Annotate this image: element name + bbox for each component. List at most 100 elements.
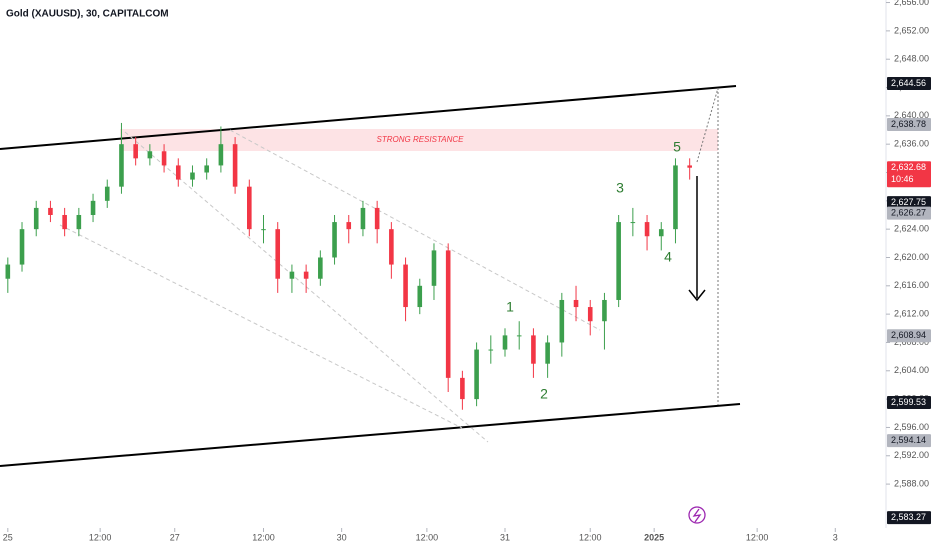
y-tick-label: 2,648.00 <box>894 54 929 64</box>
y-tick-label: 2,636.00 <box>894 139 929 149</box>
price-badge-label: 2,583.27 <box>891 512 926 522</box>
alert-icon-bolt <box>692 508 702 523</box>
resistance-label: STRONG RESISTANCE <box>377 135 465 144</box>
candle-body <box>502 335 508 350</box>
price-badge <box>887 117 931 131</box>
candle-body <box>147 151 153 159</box>
price-badge-label: 2,599.53 <box>891 397 926 407</box>
candle-body <box>33 207 39 230</box>
candle-body <box>318 257 323 279</box>
x-tick-label: 30 <box>337 532 347 542</box>
candle-body <box>374 207 380 230</box>
candle-body <box>19 229 25 265</box>
candle-body <box>687 165 692 168</box>
price-badge <box>887 329 931 343</box>
candle-body <box>516 335 522 337</box>
candle-body <box>389 229 394 265</box>
x-tick-label: 31 <box>500 532 510 542</box>
candle-body <box>630 222 636 224</box>
candle-body <box>531 335 536 364</box>
candle-body <box>559 299 565 343</box>
candle-body <box>261 229 266 231</box>
candle-body <box>346 222 352 230</box>
y-tick-label: 2,592.00 <box>894 450 929 460</box>
x-tick-label: 12:00 <box>252 532 275 542</box>
price-badge <box>887 206 931 220</box>
candle-body <box>303 271 309 279</box>
candle-body <box>644 222 650 237</box>
x-tick-label: 2025 <box>644 532 664 542</box>
price-badge-countdown: 10:46 <box>891 174 914 184</box>
price-badge-label: 2,632.68 <box>891 162 926 172</box>
arrow-head <box>688 289 706 302</box>
candle-body <box>232 144 238 187</box>
candle-body <box>673 165 678 230</box>
price-badge-label: 2,594.14 <box>891 435 926 445</box>
price-badge <box>887 196 931 210</box>
price-badge-label: 2,644.56 <box>891 78 926 88</box>
chart-title: Gold (XAUUSD), 30, CAPITALCOM <box>6 9 169 20</box>
candle-body <box>460 377 465 400</box>
wave-label: 4 <box>664 249 672 265</box>
y-tick-label: 2,616.00 <box>894 280 929 290</box>
y-tick-label: 2,640.00 <box>894 110 929 120</box>
channel-top <box>0 85 737 150</box>
trend-dashed <box>59 224 463 429</box>
projection <box>696 87 719 163</box>
candle-body <box>445 250 451 378</box>
candle-body <box>417 285 423 308</box>
candle-body <box>104 186 110 201</box>
candle-body <box>247 186 252 230</box>
y-tick-label: 2,588.00 <box>894 478 929 488</box>
candle-body <box>573 299 579 308</box>
candle-body <box>62 214 67 230</box>
trend-dashed <box>229 129 601 331</box>
candle-body <box>602 299 607 322</box>
price-badge <box>887 395 931 409</box>
x-tick-label: 12:00 <box>579 532 602 542</box>
alert-icon[interactable] <box>688 506 706 524</box>
candle-body <box>616 222 621 300</box>
candle-body <box>218 144 224 166</box>
candle-body <box>5 264 11 279</box>
x-tick-label: 27 <box>170 532 180 542</box>
price-badge <box>887 511 931 525</box>
wave-label: 5 <box>673 139 681 155</box>
x-tick-label: 12:00 <box>746 532 769 542</box>
candle-body <box>133 144 138 159</box>
wave-labels: 1 2 3 4 5 <box>506 139 681 402</box>
candle-body <box>48 207 53 215</box>
x-tick-label: 3 <box>833 532 838 542</box>
y-tick-label: 2,596.00 <box>894 422 929 432</box>
resistance-zone <box>120 129 718 151</box>
candle-body <box>275 229 281 279</box>
wave-label: 1 <box>506 299 514 315</box>
candle-body <box>658 229 664 237</box>
y-tick-label: 2,620.00 <box>894 252 929 262</box>
candle-body <box>360 207 366 230</box>
candle-body <box>119 144 124 187</box>
y-tick-label: 2,604.00 <box>894 365 929 375</box>
candle-body <box>90 200 96 215</box>
candle-body <box>204 165 209 173</box>
price-badge-label: 2,608.94 <box>891 330 926 340</box>
y-tick-label: 2,656.00 <box>894 0 929 7</box>
candle-body <box>332 222 337 258</box>
x-tick-label: 12:00 <box>89 532 112 542</box>
wave-label: 2 <box>540 386 548 402</box>
price-badge <box>887 434 931 448</box>
x-tick-label: 25 <box>3 532 13 542</box>
candle-body <box>587 307 593 322</box>
price-badge-label: 2,627.75 <box>891 197 926 207</box>
y-tick-label: 2,624.00 <box>894 224 929 234</box>
candle-body <box>431 250 437 286</box>
price-badge <box>887 77 931 91</box>
candle-body <box>545 342 550 364</box>
candle-body <box>488 349 494 351</box>
x-tick-label: 12:00 <box>416 532 439 542</box>
wave-label: 3 <box>616 180 624 196</box>
candle-body <box>190 172 195 180</box>
candle-body <box>76 214 82 230</box>
price-badge-label: 2,638.78 <box>891 119 926 129</box>
